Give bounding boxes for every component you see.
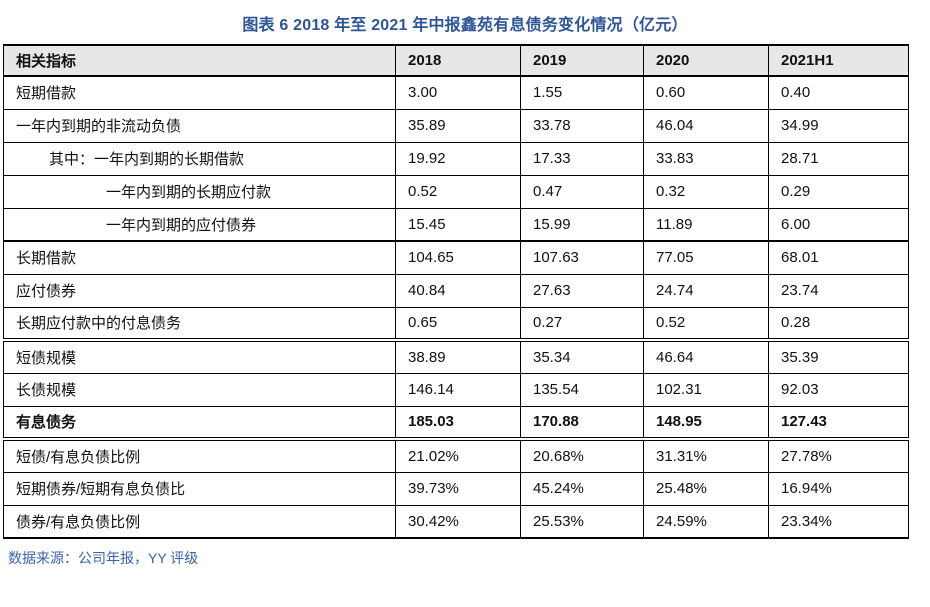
row-label: 长债规模 (16, 382, 77, 399)
column-header-2021h1: 2021H1 (768, 45, 909, 76)
table-row-bond-ratio: 债券/有息负债比例 30.42% 25.53% 24.59% 23.34% (4, 505, 909, 538)
row-label: 一年内到期的非流动负债 (16, 118, 182, 135)
column-header-indicator: 相关指标 (16, 53, 77, 70)
cell-value: 92.03 (768, 373, 909, 406)
column-header-2019: 2019 (520, 45, 644, 76)
cell-value: 135.54 (520, 373, 644, 406)
column-header-2018: 2018 (395, 45, 521, 76)
column-header-2020: 2020 (643, 45, 769, 76)
cell-value: 34.99 (768, 109, 909, 142)
row-label: 有息债务 (16, 414, 77, 432)
cell-value: 25.48% (643, 472, 769, 505)
table-row-lt-borrowings-due-1y: 其中：一年内到期的长期借款 19.92 17.33 33.83 28.71 (3, 142, 909, 175)
table-row-short-term-borrowings: 短期借款 3.00 1.55 0.60 0.40 (3, 76, 909, 109)
cell-value: 45.24% (520, 472, 644, 505)
cell-value: 16.94% (768, 472, 909, 505)
cell-value: 39.73% (395, 472, 521, 505)
cell-value: 21.02% (395, 439, 521, 472)
cell-value: 11.89 (643, 208, 769, 241)
cell-value: 28.71 (768, 142, 909, 175)
row-label: 长期借款 (16, 250, 77, 268)
debt-table: 相关指标 2018 2019 2020 2021H1 短期借款 3.00 1.5… (3, 44, 909, 539)
row-label: 短债规模 (16, 349, 77, 367)
cell-value: 107.63 (520, 241, 644, 274)
cell-value: 104.65 (395, 241, 521, 274)
table-row-bonds-payable-due-1y: 一年内到期的应付债券 15.45 15.99 11.89 6.00 (3, 208, 909, 241)
cell-value: 185.03 (395, 406, 521, 439)
table-row-short-bond-ratio: 短期债券/短期有息负债比 39.73% 45.24% 25.48% 16.94% (3, 472, 909, 505)
cell-value: 0.60 (643, 76, 769, 109)
cell-value: 15.45 (395, 208, 521, 241)
figure-title: 图表 6 2018 年至 2021 年中报鑫苑有息债务变化情况（亿元） (242, 17, 688, 34)
row-label: 短期借款 (16, 85, 77, 103)
table-row-interest-bearing-debt-total: 有息债务 185.03 170.88 148.95 127.43 (3, 406, 909, 439)
cell-value: 46.04 (643, 109, 769, 142)
cell-value: 27.78% (768, 439, 909, 472)
cell-value: 23.74 (768, 274, 909, 307)
cell-value: 148.95 (643, 406, 769, 439)
cell-value: 23.34% (768, 505, 909, 538)
row-label: 短债/有息负债比例 (16, 448, 141, 466)
cell-value: 35.89 (395, 109, 521, 142)
cell-value: 0.40 (768, 76, 909, 109)
table-row-short-term-debt-scale: 短债规模 38.89 35.34 46.64 35.39 (3, 340, 909, 373)
table-row-lt-payables-due-1y: 一年内到期的长期应付款 0.52 0.47 0.32 0.29 (3, 175, 909, 208)
cell-value: 77.05 (643, 241, 769, 274)
row-label: 债券/有息负债比例 (16, 513, 141, 531)
cell-value: 35.39 (768, 340, 909, 373)
cell-value: 33.78 (520, 109, 644, 142)
table-header-row: 相关指标 2018 2019 2020 2021H1 (3, 45, 909, 76)
cell-value: 35.34 (520, 340, 644, 373)
cell-value: 40.84 (395, 274, 521, 307)
cell-value: 170.88 (520, 406, 644, 439)
table-row-bonds-payable: 应付债券 40.84 27.63 24.74 23.74 (3, 274, 909, 307)
cell-value: 0.65 (395, 307, 521, 340)
cell-value: 3.00 (395, 76, 521, 109)
table-row-long-term-debt-scale: 长债规模 146.14 135.54 102.31 92.03 (3, 373, 909, 406)
row-label: 短期债券/短期有息负债比 (16, 481, 186, 498)
cell-value: 31.31% (643, 439, 769, 472)
cell-value: 0.29 (768, 175, 909, 208)
cell-value: 127.43 (768, 406, 909, 439)
cell-value: 1.55 (520, 76, 644, 109)
cell-value: 146.14 (395, 373, 521, 406)
table-row-long-term-borrowings: 长期借款 104.65 107.63 77.05 68.01 (3, 241, 909, 274)
cell-value: 24.74 (643, 274, 769, 307)
cell-value: 20.68% (520, 439, 644, 472)
cell-value: 38.89 (395, 340, 521, 373)
cell-value: 46.64 (643, 340, 769, 373)
row-label: 一年内到期的长期应付款 (106, 184, 272, 201)
cell-value: 0.27 (520, 307, 644, 340)
row-label: 应付债券 (16, 283, 77, 300)
cell-value: 17.33 (520, 142, 644, 175)
cell-value: 27.63 (520, 274, 644, 307)
cell-value: 15.99 (520, 208, 644, 241)
cell-value: 0.52 (395, 175, 521, 208)
cell-value: 0.28 (768, 307, 909, 340)
row-label: 长期应付款中的付息债务 (16, 315, 182, 333)
cell-value: 68.01 (768, 241, 909, 274)
cell-value: 102.31 (643, 373, 769, 406)
table-row-interest-bearing-in-lt-payables: 长期应付款中的付息债务 0.65 0.27 0.52 0.28 (3, 307, 909, 340)
table-row-short-debt-ratio: 短债/有息负债比例 21.02% 20.68% 31.31% 27.78% (3, 439, 909, 472)
cell-value: 30.42% (395, 505, 521, 538)
row-label: 其中：一年内到期的长期借款 (49, 151, 245, 168)
cell-value: 0.52 (643, 307, 769, 340)
data-source-note: 数据来源：公司年报，YY 评级 (8, 550, 199, 566)
cell-value: 0.47 (520, 175, 644, 208)
cell-value: 19.92 (395, 142, 521, 175)
cell-value: 25.53% (520, 505, 644, 538)
cell-value: 6.00 (768, 208, 909, 241)
row-label: 一年内到期的应付债券 (106, 216, 257, 234)
table-row-noncurrent-liabilities-due-1y: 一年内到期的非流动负债 35.89 33.78 46.04 34.99 (3, 109, 909, 142)
cell-value: 24.59% (643, 505, 769, 538)
cell-value: 0.32 (643, 175, 769, 208)
cell-value: 33.83 (643, 142, 769, 175)
